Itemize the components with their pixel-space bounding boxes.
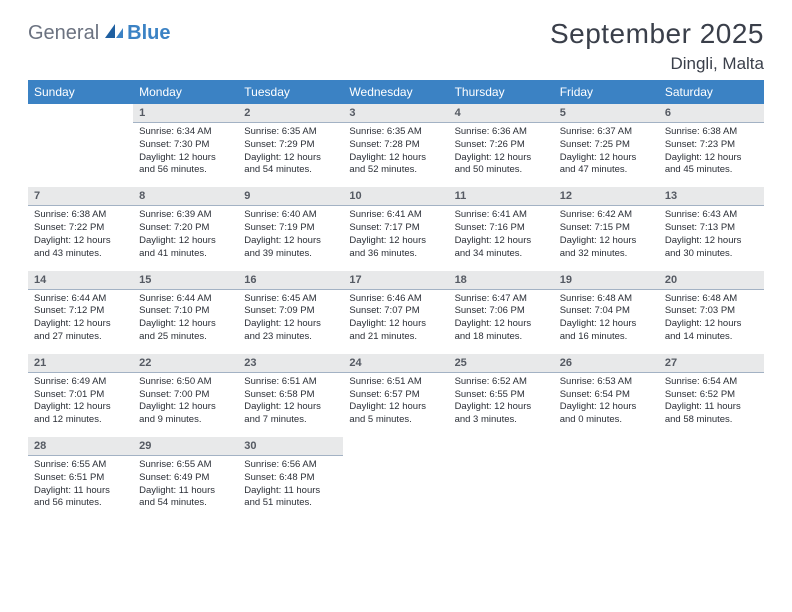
dayname: Saturday xyxy=(659,80,764,104)
day-content-cell: Sunrise: 6:52 AMSunset: 6:55 PMDaylight:… xyxy=(449,372,554,433)
day-content-cell: Sunrise: 6:41 AMSunset: 7:17 PMDaylight:… xyxy=(343,206,448,267)
day-number-cell: 13 xyxy=(659,187,764,206)
day-content-cell: Sunrise: 6:41 AMSunset: 7:16 PMDaylight:… xyxy=(449,206,554,267)
day-number-cell: 25 xyxy=(449,354,554,373)
dayname: Sunday xyxy=(28,80,133,104)
calendar-table: Sunday Monday Tuesday Wednesday Thursday… xyxy=(28,80,764,516)
day-content-cell: Sunrise: 6:50 AMSunset: 7:00 PMDaylight:… xyxy=(133,372,238,433)
logo: General Blue xyxy=(28,22,171,45)
day-content-cell: Sunrise: 6:55 AMSunset: 6:51 PMDaylight:… xyxy=(28,456,133,517)
day-number-cell: 19 xyxy=(554,271,659,290)
day-content-cell: Sunrise: 6:43 AMSunset: 7:13 PMDaylight:… xyxy=(659,206,764,267)
location: Dingli, Malta xyxy=(550,54,764,74)
daynum-row: 21222324252627 xyxy=(28,354,764,373)
dayname: Wednesday xyxy=(343,80,448,104)
day-number-cell: 11 xyxy=(449,187,554,206)
day-number-cell: 22 xyxy=(133,354,238,373)
title-block: September 2025 Dingli, Malta xyxy=(550,18,764,74)
daynum-row: 14151617181920 xyxy=(28,271,764,290)
day-content-cell: Sunrise: 6:48 AMSunset: 7:04 PMDaylight:… xyxy=(554,289,659,350)
day-content-cell xyxy=(449,456,554,517)
day-content-cell: Sunrise: 6:42 AMSunset: 7:15 PMDaylight:… xyxy=(554,206,659,267)
day-number-cell: 23 xyxy=(238,354,343,373)
day-number-cell: 17 xyxy=(343,271,448,290)
day-number-cell: 9 xyxy=(238,187,343,206)
day-content-cell: Sunrise: 6:44 AMSunset: 7:10 PMDaylight:… xyxy=(133,289,238,350)
daynum-row: 282930 xyxy=(28,437,764,456)
day-number-cell: 20 xyxy=(659,271,764,290)
day-content-cell: Sunrise: 6:34 AMSunset: 7:30 PMDaylight:… xyxy=(133,123,238,184)
day-number-cell: 26 xyxy=(554,354,659,373)
day-content-row: Sunrise: 6:34 AMSunset: 7:30 PMDaylight:… xyxy=(28,123,764,184)
dayname: Tuesday xyxy=(238,80,343,104)
day-number-cell: 15 xyxy=(133,271,238,290)
day-content-cell: Sunrise: 6:35 AMSunset: 7:29 PMDaylight:… xyxy=(238,123,343,184)
day-number-cell: 4 xyxy=(449,104,554,123)
day-number-cell: 30 xyxy=(238,437,343,456)
day-number-cell: 29 xyxy=(133,437,238,456)
day-content-row: Sunrise: 6:44 AMSunset: 7:12 PMDaylight:… xyxy=(28,289,764,350)
day-number-cell: 21 xyxy=(28,354,133,373)
day-number-cell: 2 xyxy=(238,104,343,123)
day-number-cell: 10 xyxy=(343,187,448,206)
day-content-cell: Sunrise: 6:40 AMSunset: 7:19 PMDaylight:… xyxy=(238,206,343,267)
day-content-cell xyxy=(554,456,659,517)
day-content-cell: Sunrise: 6:53 AMSunset: 6:54 PMDaylight:… xyxy=(554,372,659,433)
day-content-cell: Sunrise: 6:35 AMSunset: 7:28 PMDaylight:… xyxy=(343,123,448,184)
day-content-cell: Sunrise: 6:45 AMSunset: 7:09 PMDaylight:… xyxy=(238,289,343,350)
day-content-row: Sunrise: 6:38 AMSunset: 7:22 PMDaylight:… xyxy=(28,206,764,267)
day-number-cell: 14 xyxy=(28,271,133,290)
day-content-cell: Sunrise: 6:51 AMSunset: 6:57 PMDaylight:… xyxy=(343,372,448,433)
day-content-cell: Sunrise: 6:56 AMSunset: 6:48 PMDaylight:… xyxy=(238,456,343,517)
day-content-cell: Sunrise: 6:46 AMSunset: 7:07 PMDaylight:… xyxy=(343,289,448,350)
day-content-cell: Sunrise: 6:54 AMSunset: 6:52 PMDaylight:… xyxy=(659,372,764,433)
day-number-cell: 6 xyxy=(659,104,764,123)
day-number-cell xyxy=(449,437,554,456)
day-content-cell: Sunrise: 6:51 AMSunset: 6:58 PMDaylight:… xyxy=(238,372,343,433)
logo-sail-icon xyxy=(103,22,125,45)
day-number-cell xyxy=(28,104,133,123)
day-content-cell: Sunrise: 6:38 AMSunset: 7:22 PMDaylight:… xyxy=(28,206,133,267)
day-content-cell: Sunrise: 6:48 AMSunset: 7:03 PMDaylight:… xyxy=(659,289,764,350)
header: General Blue September 2025 Dingli, Malt… xyxy=(28,18,764,74)
day-number-cell: 8 xyxy=(133,187,238,206)
day-content-cell: Sunrise: 6:44 AMSunset: 7:12 PMDaylight:… xyxy=(28,289,133,350)
month-title: September 2025 xyxy=(550,18,764,50)
day-content-row: Sunrise: 6:55 AMSunset: 6:51 PMDaylight:… xyxy=(28,456,764,517)
day-content-row: Sunrise: 6:49 AMSunset: 7:01 PMDaylight:… xyxy=(28,372,764,433)
dayname: Thursday xyxy=(449,80,554,104)
day-content-cell xyxy=(343,456,448,517)
day-number-cell xyxy=(343,437,448,456)
day-number-cell: 7 xyxy=(28,187,133,206)
day-number-cell: 28 xyxy=(28,437,133,456)
dayname: Monday xyxy=(133,80,238,104)
daynum-row: 78910111213 xyxy=(28,187,764,206)
day-number-cell: 24 xyxy=(343,354,448,373)
day-number-cell: 16 xyxy=(238,271,343,290)
day-content-cell: Sunrise: 6:47 AMSunset: 7:06 PMDaylight:… xyxy=(449,289,554,350)
day-number-cell: 18 xyxy=(449,271,554,290)
dayname: Friday xyxy=(554,80,659,104)
day-number-cell: 27 xyxy=(659,354,764,373)
day-number-cell: 12 xyxy=(554,187,659,206)
day-number-cell: 1 xyxy=(133,104,238,123)
day-number-cell: 5 xyxy=(554,104,659,123)
day-content-cell: Sunrise: 6:37 AMSunset: 7:25 PMDaylight:… xyxy=(554,123,659,184)
day-number-cell xyxy=(659,437,764,456)
daynum-row: 123456 xyxy=(28,104,764,123)
day-content-cell: Sunrise: 6:55 AMSunset: 6:49 PMDaylight:… xyxy=(133,456,238,517)
logo-part2: Blue xyxy=(127,22,170,45)
logo-part1: General xyxy=(28,22,99,45)
day-content-cell: Sunrise: 6:39 AMSunset: 7:20 PMDaylight:… xyxy=(133,206,238,267)
day-content-cell: Sunrise: 6:38 AMSunset: 7:23 PMDaylight:… xyxy=(659,123,764,184)
day-content-cell: Sunrise: 6:36 AMSunset: 7:26 PMDaylight:… xyxy=(449,123,554,184)
dayname-row: Sunday Monday Tuesday Wednesday Thursday… xyxy=(28,80,764,104)
day-content-cell xyxy=(659,456,764,517)
day-number-cell: 3 xyxy=(343,104,448,123)
day-number-cell xyxy=(554,437,659,456)
day-content-cell: Sunrise: 6:49 AMSunset: 7:01 PMDaylight:… xyxy=(28,372,133,433)
day-content-cell xyxy=(28,123,133,184)
